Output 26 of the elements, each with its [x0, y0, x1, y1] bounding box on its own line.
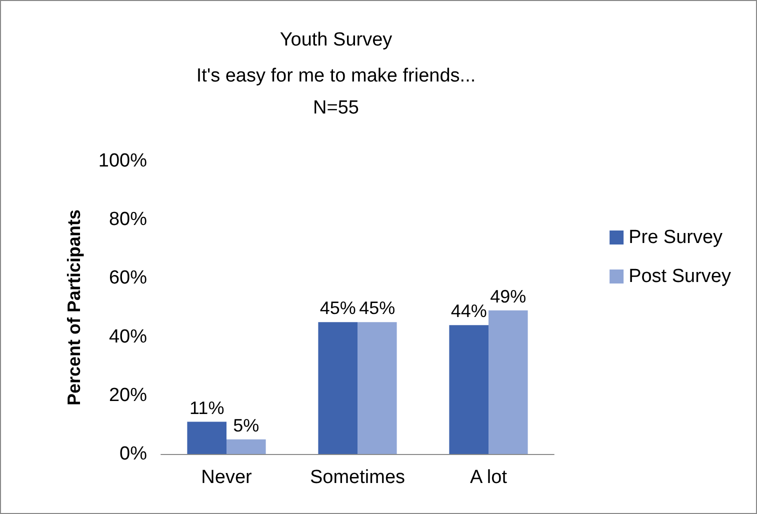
data-label: 45% — [359, 298, 396, 318]
bar — [449, 325, 488, 454]
x-tick-label: Sometimes — [310, 467, 406, 488]
legend-label: Pre Survey — [628, 227, 724, 248]
x-tick-label: Never — [201, 467, 253, 488]
bar — [226, 439, 266, 454]
data-label: 45% — [320, 298, 356, 318]
chart-subtitle: It's easy for me to make friends... N=55 — [196, 66, 476, 118]
y-axis-title: Percent of Participants — [64, 209, 84, 406]
legend-label: Post Survey — [628, 266, 732, 287]
bar — [187, 422, 226, 454]
bar — [358, 322, 397, 454]
bar — [318, 322, 358, 454]
y-tick-label: 100% — [98, 150, 148, 172]
chart-title: Youth Survey — [280, 30, 393, 50]
y-tick-label: 60% — [108, 268, 148, 289]
y-tick-label: 0% — [120, 444, 148, 464]
y-tick-label: 20% — [108, 384, 148, 406]
y-tick-label: 40% — [108, 326, 148, 348]
data-label: 5% — [233, 415, 260, 436]
bar — [488, 310, 528, 454]
x-tick-label: A lot — [470, 467, 508, 488]
y-tick-label: 80% — [108, 209, 148, 230]
data-label: 44% — [450, 301, 487, 322]
data-label: 11% — [190, 398, 224, 418]
data-label: 49% — [490, 286, 526, 306]
